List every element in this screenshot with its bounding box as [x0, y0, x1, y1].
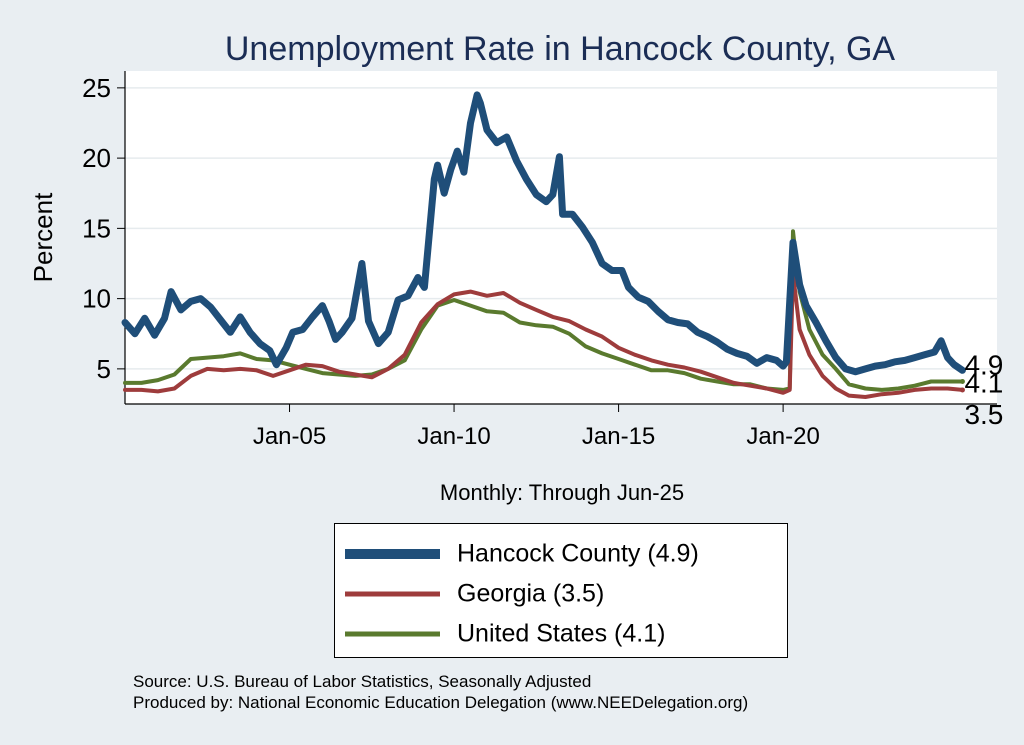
end-label-hancock: 4.9 — [964, 349, 1003, 380]
chart: Unemployment Rate in Hancock County, GA … — [28, 30, 1003, 505]
y-tick-label: 10 — [82, 284, 111, 314]
axes: 5 10 15 20 25 Jan-05 Jan-10 Jan-15 Jan-20 — [82, 71, 997, 450]
y-axis-label: Percent — [28, 192, 58, 282]
x-axis-label: Monthly: Through Jun-25 — [440, 480, 684, 505]
end-marker-georgia — [959, 387, 965, 393]
legend-swatch-us — [345, 631, 440, 637]
legend-item-hancock: Hancock County (4.9) — [335, 534, 787, 574]
legend-label-hancock: Hancock County (4.9) — [457, 539, 699, 568]
end-labels: 4.94.13.5 — [959, 349, 1003, 430]
source-note: Source: U.S. Bureau of Labor Statistics,… — [133, 672, 592, 691]
y-tick-label: 15 — [82, 213, 111, 243]
plot-area — [125, 71, 997, 404]
x-tick-label: Jan-20 — [746, 423, 819, 450]
legend-swatch-georgia — [345, 591, 440, 597]
legend-label-georgia: Georgia (3.5) — [457, 579, 605, 608]
series-line-hancock — [121, 91, 966, 376]
end-marker-us — [959, 379, 965, 385]
legend-item-us: United States (4.1) — [335, 614, 787, 654]
x-tick-label: Jan-15 — [582, 423, 655, 450]
y-tick-label: 5 — [97, 354, 111, 384]
series-line-georgia — [123, 271, 965, 399]
chart-title: Unemployment Rate in Hancock County, GA — [225, 30, 896, 68]
legend-item-georgia: Georgia (3.5) — [335, 574, 787, 614]
y-tick-label: 20 — [82, 143, 111, 173]
legend-swatch-hancock — [345, 549, 440, 559]
x-tick-label: Jan-10 — [417, 423, 490, 450]
y-tick-label: 25 — [82, 73, 111, 103]
legend-label-us: United States (4.1) — [457, 619, 666, 648]
producer-note: Produced by: National Economic Education… — [133, 693, 749, 712]
end-label-georgia: 3.5 — [964, 399, 1003, 430]
end-label-us: 4.1 — [964, 368, 1003, 399]
series-lines — [121, 91, 966, 399]
x-tick-label: Jan-05 — [253, 423, 326, 450]
end-marker-hancock — [959, 367, 965, 373]
legend: Hancock County (4.9) Georgia (3.5) Unite… — [334, 523, 788, 658]
